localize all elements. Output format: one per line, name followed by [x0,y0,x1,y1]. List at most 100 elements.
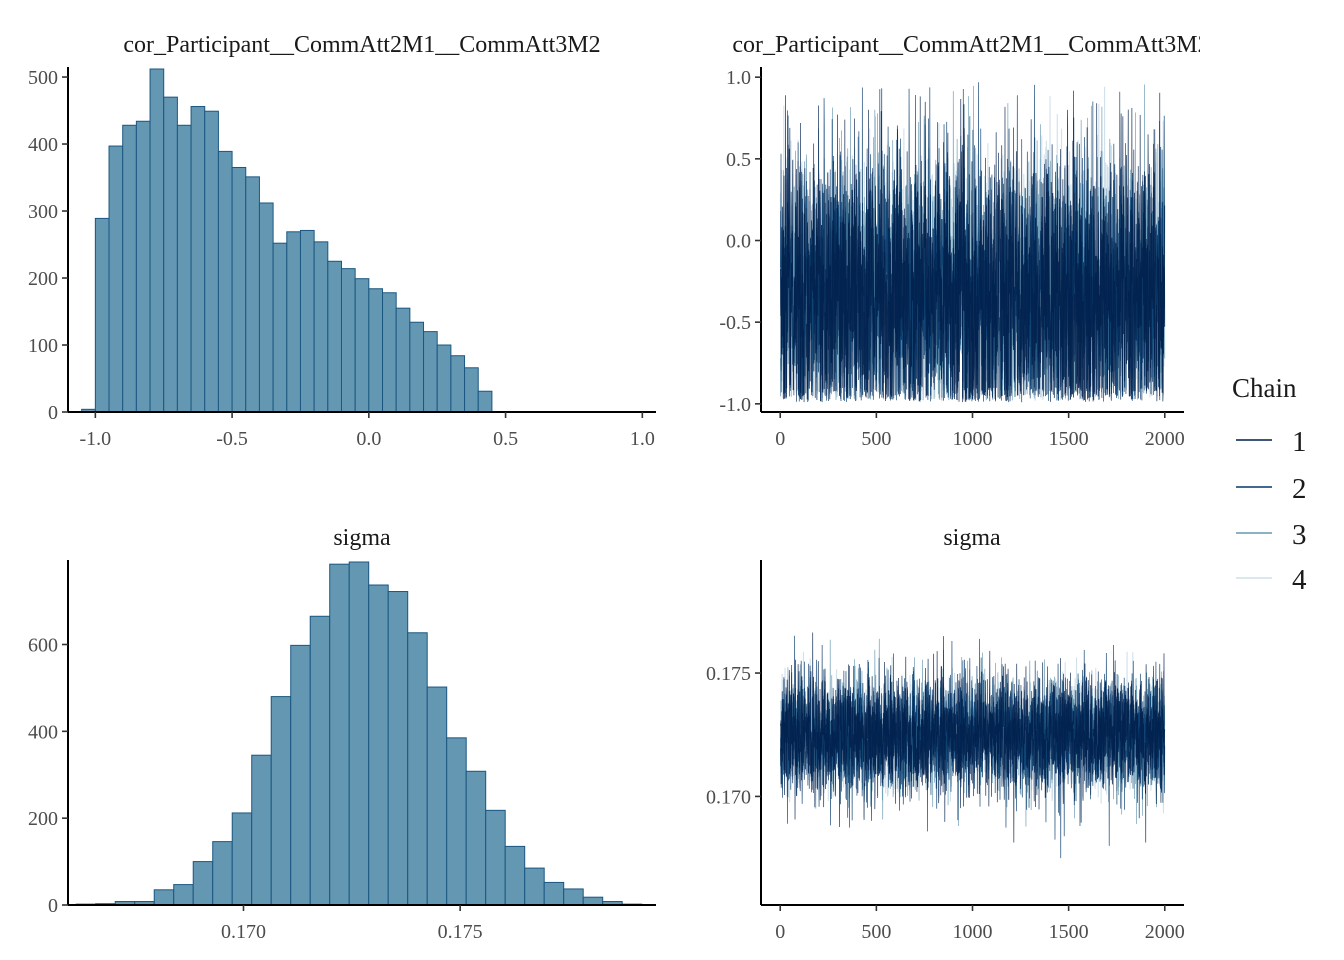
histogram-bar [299,229,315,413]
histogram-bar [290,644,311,906]
histogram-bar [446,737,467,906]
x-tick-label: 2000 [1145,921,1185,943]
x-tick-label: 500 [861,921,891,943]
y-tick-label: 600 [28,634,58,656]
legend-label: 2 [1292,473,1307,505]
x-tick-label: 500 [861,428,891,450]
x-tick-label: 2000 [1145,428,1185,450]
histogram-bar [217,150,233,413]
histogram-bar [192,861,214,906]
y-tick-label: 400 [28,134,58,156]
histogram-bar [436,344,452,413]
y-tick-label: 300 [28,201,58,223]
histogram-bar [231,812,253,906]
histogram-bar [368,288,384,413]
histogram-bar [563,888,584,906]
histogram-bar [524,867,545,906]
histogram-bar [348,561,370,906]
y-tick-label: 0.0 [726,231,751,253]
histogram-bar [309,615,331,906]
trace-lines [779,82,1166,403]
x-tick-label: -0.5 [216,428,248,450]
x-tick-label: 0.170 [221,921,266,943]
x-tick-label: 0 [775,428,785,450]
histogram-bar [543,881,565,906]
y-tick-label: -0.5 [719,312,751,334]
histogram-bar [368,584,389,906]
histogram-bar [464,367,479,413]
histogram-bar [135,120,151,413]
histogram-bar [286,231,301,413]
histogram-bar [327,260,342,413]
y-tick-label: 200 [28,268,58,290]
histogram-bar [251,754,272,906]
histogram-bar [212,841,233,906]
histogram-bar [258,202,274,413]
legend-item: 3 [1236,519,1307,551]
histogram-bar [407,632,428,906]
histogram-bar [153,889,175,906]
y-tick-label: -1.0 [719,394,751,416]
y-tick-label: 500 [28,67,58,89]
histogram-bar [485,809,506,906]
histogram-bar [176,124,192,413]
x-tick-label: 1.0 [630,428,655,450]
x-tick-label: 1000 [953,921,993,943]
histogram-bar [465,770,487,906]
y-tick-label: 100 [28,335,58,357]
histogram-bar [329,563,350,906]
histogram-bar [582,896,604,906]
x-tick-label: -1.0 [80,428,112,450]
histogram-bar [382,292,397,413]
x-tick-label: 1500 [1049,428,1089,450]
axis-ticks: 0 500 1000 1500 2000 -1.0 -0.5 0.0 0.5 1.0 [719,67,1184,450]
histogram-bar [504,845,526,906]
histogram-bar [272,242,288,413]
panel-cor-histogram: cor_Participant__CommAtt2M1__CommAtt3M2 … [28,32,656,450]
histogram-bar [423,331,438,413]
legend-item: 1 [1236,426,1307,458]
y-tick-label: 200 [28,808,58,830]
y-tick-label: 0.5 [726,149,751,171]
panel-title: cor_Participant__CommAtt2M1__CommAtt3M2 [732,32,1209,58]
y-tick-label: 0.175 [706,663,751,685]
x-tick-label: 0.0 [356,428,381,450]
histogram-bar [340,268,356,413]
histogram-bar [122,124,137,413]
histogram-bar [387,591,409,906]
histogram-bar [477,390,493,413]
panel-sigma-trace: sigma 0 500 1000 1500 2000 0.170 0.175 [706,525,1185,943]
histogram-bar [270,696,292,906]
histogram-bar [409,321,425,413]
histogram-bar [190,106,206,413]
panel-sigma-histogram: sigma 0.170 0.175 0 200 400 600 [28,525,656,943]
histogram-bar [149,68,165,413]
y-tick-label: 0 [48,402,58,424]
legend-title: Chain [1232,373,1297,403]
histogram-bar [231,166,247,413]
panel-title: cor_Participant__CommAtt2M1__CommAtt3M2 [123,32,600,58]
legend-item: 4 [1236,564,1307,596]
legend-item: 2 [1236,473,1307,505]
legend: Chain 1 2 3 4 [1232,373,1307,596]
axis-ticks: -1.0 -0.5 0.0 0.5 1.0 0 100 200 300 400 500 [28,67,655,450]
y-tick-label: 0 [48,895,58,917]
legend-label: 4 [1292,564,1307,596]
y-tick-label: 1.0 [726,67,751,89]
axis-ticks: 0 500 1000 1500 2000 0.170 0.175 [706,663,1185,943]
trace-line-chain-1 [780,88,1166,403]
legend-label: 3 [1292,519,1307,551]
y-tick-label: 0.170 [706,786,751,808]
axis-ticks: 0.170 0.175 0 200 400 600 [28,634,483,943]
histogram-bar [163,96,178,413]
histogram-bar [426,686,448,906]
histogram-bars [81,68,493,413]
x-tick-label: 0 [775,921,785,943]
histogram-bar [94,217,110,413]
histogram-bar [108,145,124,413]
trace-line-chain-1 [780,632,1166,843]
trace-lines [779,632,1166,859]
x-tick-label: 0.175 [438,921,483,943]
histogram-bar [204,110,219,413]
x-tick-label: 0.5 [493,428,518,450]
